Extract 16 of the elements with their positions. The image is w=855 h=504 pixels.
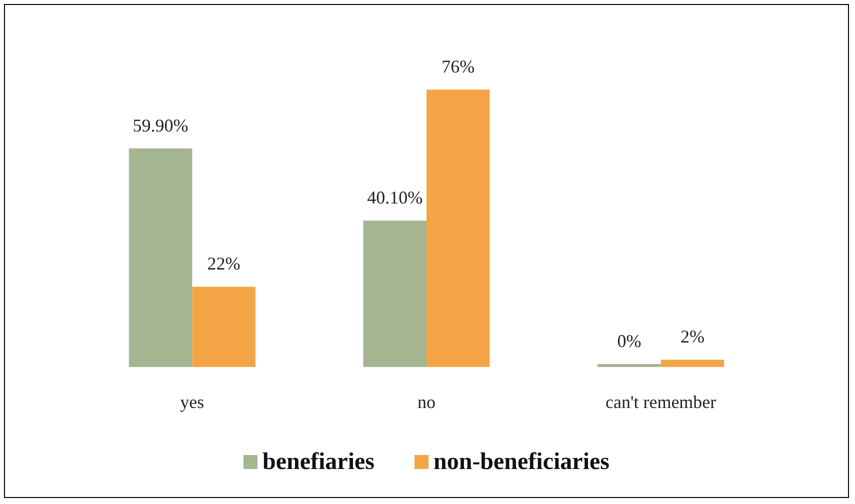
data-label: 2% <box>680 326 704 347</box>
data-label: 76% <box>442 56 475 77</box>
data-label: 22% <box>207 254 240 274</box>
bar <box>128 148 192 367</box>
legend-label: benefiaries <box>262 449 375 475</box>
data-label: 59.90% <box>132 115 188 136</box>
x-tick-label: can't remember <box>605 392 716 412</box>
bar <box>363 220 426 367</box>
bar <box>660 360 724 367</box>
x-tick-label: no <box>418 392 436 412</box>
x-tick-label: yes <box>180 392 204 412</box>
bar <box>192 286 256 367</box>
data-label: 0% <box>617 331 642 351</box>
data-label: 40.10% <box>367 188 423 208</box>
bar <box>426 90 490 367</box>
legend-label: non-beneficiaries <box>433 449 610 475</box>
